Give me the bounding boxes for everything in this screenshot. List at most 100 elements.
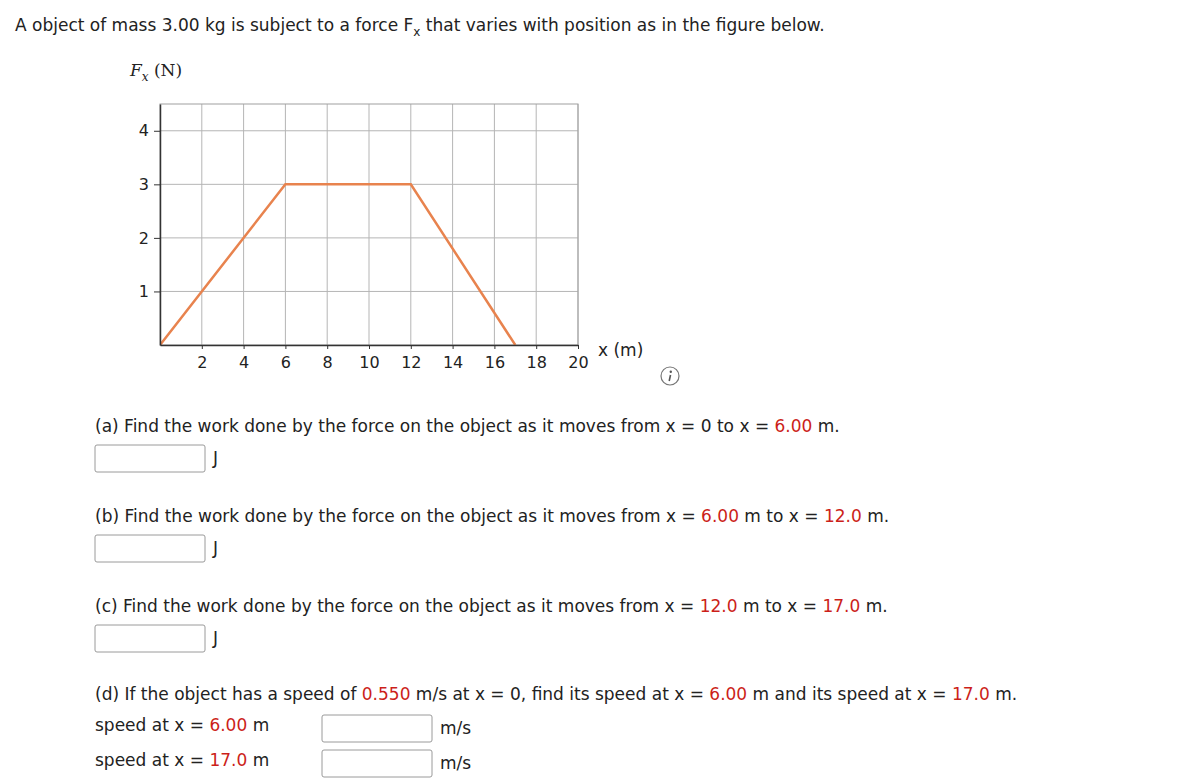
- plot-frame: [160, 104, 578, 345]
- tick-mark: [202, 345, 203, 349]
- text-part: 6.00: [709, 684, 747, 704]
- tick: 20: [568, 345, 588, 372]
- tick: 14: [443, 345, 463, 372]
- tick-mark: [154, 131, 160, 132]
- tick-label: 4: [139, 121, 149, 140]
- tick-label: 6: [281, 353, 291, 372]
- grid-line: [285, 104, 286, 345]
- text-part: 17.0: [822, 596, 860, 616]
- grid-line: [410, 104, 411, 345]
- axis-line: [160, 105, 162, 346]
- x-axis-title: x (m): [598, 340, 643, 360]
- tick-label: 2: [197, 353, 207, 372]
- tick-mark: [154, 184, 160, 185]
- text-part: 6.00: [775, 416, 813, 436]
- tick: 8: [323, 345, 333, 372]
- text-part: (b) Find the work done by the force on t…: [95, 506, 701, 526]
- y-axis-title: Fx (N): [129, 60, 182, 84]
- tick-label: 16: [485, 353, 505, 372]
- answer-input[interactable]: [95, 445, 205, 472]
- grid-line: [160, 130, 578, 131]
- unit-label: m/s: [440, 718, 471, 738]
- text-part: m: [247, 715, 269, 735]
- grid-line: [201, 104, 202, 345]
- tick: 4: [239, 345, 249, 372]
- text-part: m.: [860, 596, 887, 616]
- text-part: speed at x =: [95, 750, 209, 770]
- tick: 6: [281, 345, 291, 372]
- text-part: (a) Find the work done by the force on t…: [95, 416, 775, 436]
- tick-label: 8: [323, 353, 333, 372]
- text-part: 12.0: [700, 596, 738, 616]
- answer-input[interactable]: [322, 750, 432, 777]
- grid-line: [494, 104, 495, 345]
- text-part: m.: [862, 506, 889, 526]
- icon-circle: [661, 367, 679, 385]
- icon-stem: [669, 375, 670, 381]
- text-part: m/s at x = 0, find its speed at x =: [410, 684, 709, 704]
- question-text: (a) Find the work done by the force on t…: [95, 416, 840, 436]
- tick-mark: [411, 345, 412, 349]
- text-part: m: [247, 750, 269, 770]
- grid-line: [369, 104, 370, 345]
- question-text: (b) Find the work done by the force on t…: [95, 506, 889, 526]
- tick-label: 18: [527, 353, 547, 372]
- chart: 12342468101214161820Fx (N)x (m): [129, 60, 643, 372]
- tick: 1: [139, 282, 160, 301]
- text-part: 6.00: [209, 715, 247, 735]
- answer-input[interactable]: [95, 535, 205, 562]
- tick-mark: [453, 345, 454, 349]
- tick-mark: [494, 345, 495, 349]
- info-icon: [661, 367, 679, 385]
- tick-mark: [536, 345, 537, 349]
- text-part: x: [413, 25, 420, 39]
- text-part: (d) If the object has a speed of: [95, 684, 362, 704]
- tick-mark: [154, 238, 160, 239]
- answer-input[interactable]: [95, 625, 205, 652]
- text-part: A object of mass 3.00 kg is subject to a…: [15, 15, 413, 35]
- tick: 16: [485, 345, 505, 372]
- y-axis: 1 2 3 4: [139, 105, 161, 346]
- answer-label: speed at x = 6.00 m: [95, 715, 269, 735]
- answer-input[interactable]: [322, 715, 432, 742]
- text-part: m to x =: [739, 506, 824, 526]
- tick: 4: [139, 121, 160, 140]
- text-part: 17.0: [952, 684, 990, 704]
- tick-label: 3: [139, 175, 149, 194]
- tick: 12: [401, 345, 421, 372]
- page: A object of mass 3.00 kg is subject to a…: [0, 0, 1200, 778]
- grid-line: [327, 104, 328, 345]
- plot-area: [160, 184, 515, 345]
- text-part: (c) Find the work done by the force on t…: [95, 596, 700, 616]
- grid-line: [160, 291, 578, 292]
- grid-line: [536, 104, 537, 345]
- icon-dot: [670, 371, 672, 373]
- grid-line: [160, 237, 578, 238]
- tick-label: 20: [568, 353, 588, 372]
- tick-label: 2: [139, 229, 149, 248]
- grid-line: [243, 104, 244, 345]
- question-text: (c) Find the work done by the force on t…: [95, 596, 888, 616]
- tick-label: 12: [401, 353, 421, 372]
- problem-statement: A object of mass 3.00 kg is subject to a…: [15, 15, 825, 39]
- text-part: 12.0: [824, 506, 862, 526]
- unit-label: m/s: [440, 753, 471, 773]
- tick-label: 14: [443, 353, 463, 372]
- text-part: 0.550: [362, 684, 411, 704]
- tick-mark: [327, 345, 328, 349]
- tick: 10: [359, 345, 379, 372]
- tick: 3: [139, 175, 160, 194]
- text-part: 17.0: [209, 750, 247, 770]
- tick-label: 10: [359, 353, 379, 372]
- text-part: m.: [990, 684, 1017, 704]
- unit-label: J: [212, 538, 218, 558]
- text-part: m and its speed at x =: [747, 684, 952, 704]
- text-part: that varies with position as in the figu…: [420, 15, 824, 35]
- tick: 18: [527, 345, 547, 372]
- unit-label: J: [212, 628, 218, 648]
- tick-mark: [369, 345, 370, 349]
- tick-mark: [154, 291, 160, 292]
- grid-line: [452, 104, 453, 345]
- unit-label: J: [212, 448, 218, 468]
- text-part: m to x =: [738, 596, 823, 616]
